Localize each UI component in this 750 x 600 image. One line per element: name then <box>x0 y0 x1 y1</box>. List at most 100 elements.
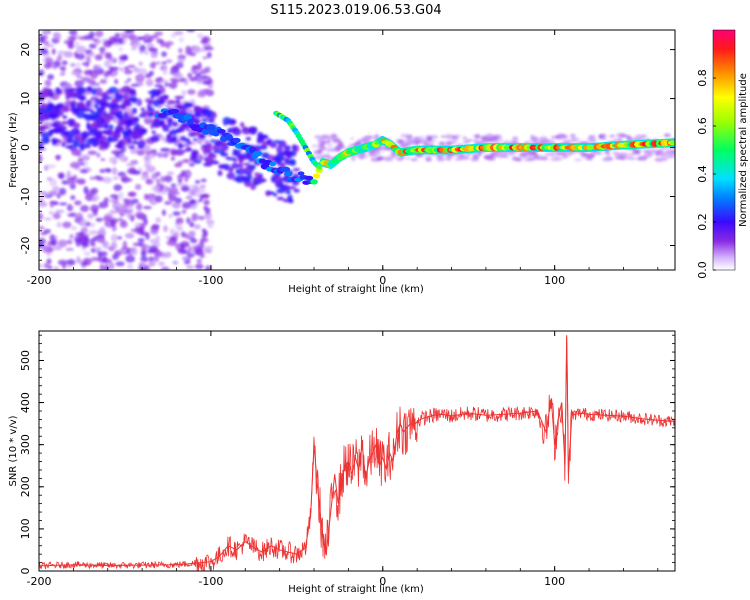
spectrogram-faint-blob <box>425 135 433 141</box>
spectrogram-noise-blob <box>177 248 184 253</box>
spectrogram-noise-blob <box>150 50 158 59</box>
spectrogram-noise-blob <box>144 159 152 166</box>
spectrogram-noise-blob <box>74 41 80 50</box>
spectrogram-noise-blob <box>120 249 126 254</box>
spectrogram-trace <box>154 108 675 185</box>
spectrogram-noise-blob <box>124 30 135 34</box>
spectrogram-noise-blob <box>116 37 124 42</box>
spectrogram-noise-blob <box>80 162 85 166</box>
spectrogram-faint-blob <box>570 133 576 138</box>
spectrogram-noise-blob <box>165 235 171 240</box>
spectrogram-cluster-blob <box>238 157 244 165</box>
spectrogram-cluster-blob <box>52 138 57 146</box>
spectrogram-faint-blob <box>410 158 419 161</box>
spectrogram-noise-blob <box>155 217 162 224</box>
spectrogram-noise-blob <box>199 196 204 203</box>
spectrogram-cluster-blob <box>259 137 265 143</box>
spectrogram-cluster-blob <box>277 182 284 188</box>
spectrogram-noise-blob <box>124 80 130 85</box>
spectrogram-faint-blob <box>627 157 637 160</box>
spectrogram-noise-blob <box>171 201 181 209</box>
spectrogram-noise-blob <box>139 44 146 52</box>
spectrogram-cluster-blob <box>207 143 213 148</box>
spectrogram-cluster-blob <box>243 162 251 166</box>
spectrogram-cluster-blob <box>77 86 87 95</box>
spectrogram-faint-blob <box>538 154 543 158</box>
spectrogram-noise-blob <box>40 231 48 236</box>
spectrogram-noise-blob <box>119 67 124 72</box>
spectrogram-noise-blob <box>162 267 168 270</box>
spectrogram-x-tick-label: 100 <box>544 274 565 287</box>
spectrogram-noise-blob <box>99 46 106 53</box>
spectrogram-noise-blob <box>148 245 159 252</box>
spectrogram-faint-blob <box>477 152 482 156</box>
spectrogram-noise-blob <box>99 51 105 55</box>
spectrogram-noise-blob <box>111 167 118 175</box>
spectrogram-faint-blob <box>364 135 374 138</box>
spectrogram-noise-blob <box>49 200 59 205</box>
spectrogram-trace-blob <box>252 150 262 157</box>
spectrogram-noise-blob <box>175 62 184 69</box>
spectrogram-noise-blob <box>67 203 72 210</box>
spectrogram-faint-blob <box>332 139 342 143</box>
spectrogram-noise-blob <box>158 261 165 266</box>
spectrogram-y-tick-label: -10 <box>19 188 32 206</box>
spectrogram-trace-blob <box>310 179 318 185</box>
spectrogram-cluster-blob <box>277 152 286 157</box>
spectrogram-noise-blob <box>67 179 75 186</box>
spectrogram-faint-blob <box>316 135 322 140</box>
spectrogram-cluster-blob <box>285 189 292 195</box>
snr-background <box>39 331 675 571</box>
spectrogram-noise-blob <box>155 195 163 203</box>
spectrogram-noise-blob <box>192 186 200 192</box>
spectrogram-cluster-blob <box>150 89 157 96</box>
spectrogram-noise-blob <box>140 256 148 263</box>
spectrogram-cluster-blob <box>167 123 172 128</box>
spectrogram-noise-blob <box>162 68 168 76</box>
spectrogram-cluster-blob <box>276 196 285 201</box>
spectrogram-cluster-blob <box>103 103 114 108</box>
spectrogram-noise-blob <box>153 255 160 262</box>
spectrogram-cluster-blob <box>292 167 301 172</box>
spectrogram-faint-blob <box>663 133 671 138</box>
spectrogram-cluster-blob <box>214 141 223 146</box>
snr-panel: -200 -100 0 100 0 100 200 300 400 500 Height of … <box>8 330 676 595</box>
spectrogram-noise-blob <box>198 154 203 162</box>
snr-y-axis-label: SNR (10 * v/v) <box>8 415 19 486</box>
spectrogram-noise-blob <box>155 178 161 185</box>
spectrogram-cluster-blob <box>224 166 229 171</box>
spectrogram-faint-blob <box>321 154 332 159</box>
spectrogram-noise-blob <box>98 251 108 257</box>
spectrogram-cluster-blob <box>291 144 297 151</box>
spectrogram-faint-blob <box>497 138 503 142</box>
spectrogram-y-tick-label: 20 <box>19 43 32 57</box>
spectrogram-cluster-blob <box>152 120 160 126</box>
colorbar-label: Normalized spectral amplitude <box>738 73 749 227</box>
spectrogram-noise-blob <box>67 213 74 218</box>
spectrogram-noise-blob <box>66 239 73 245</box>
spectrogram-cluster-blob <box>61 142 66 147</box>
spectrogram-noise-blob <box>137 81 144 86</box>
spectrogram-faint-blob <box>445 155 452 161</box>
spectrogram-noise-blob <box>118 217 123 222</box>
spectrogram-noise-blob <box>99 79 108 84</box>
spectrogram-faint-blob <box>536 157 544 161</box>
spectrogram-noise-blob <box>103 243 110 250</box>
spectrogram-noise-blob <box>76 178 86 185</box>
snr-frame <box>38 330 676 572</box>
spectrogram-noise-blob <box>150 201 156 206</box>
spectrogram-noise-blob <box>165 59 173 63</box>
spectrogram-noise-blob <box>76 75 83 79</box>
spectrogram-noise-blob <box>132 170 141 175</box>
spectrogram-cluster-blob <box>172 121 178 127</box>
colorbar-tick-label: 0.6 <box>696 117 709 135</box>
spectrogram-noise-blob <box>110 241 118 250</box>
spectrogram-noise-blob <box>90 248 97 253</box>
spectrogram-noise-blob <box>188 162 195 167</box>
spectrogram-cluster-blob <box>39 142 44 151</box>
spectrogram-noise-blob <box>76 62 81 70</box>
spectrogram-noise-blob <box>90 256 99 262</box>
spectrogram-cluster-blob <box>203 162 213 167</box>
spectrogram-trace-blob <box>170 108 180 114</box>
spectrogram-faint-blob <box>665 155 675 159</box>
